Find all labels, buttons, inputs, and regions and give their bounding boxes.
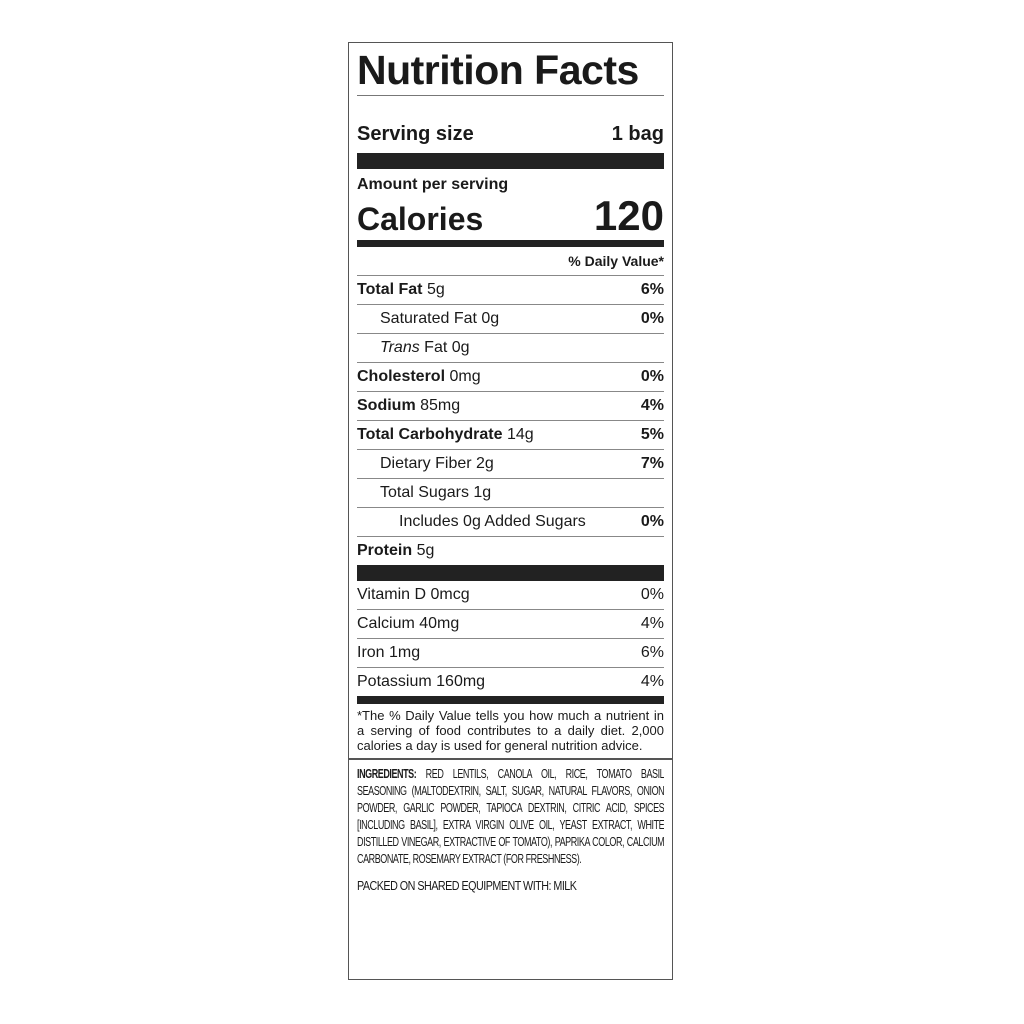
nutrient-label: Trans [380,339,420,356]
nutrient-row: Saturated Fat 0g 0% [357,305,664,334]
vitamin-name: Vitamin D 0mcg [357,586,470,603]
vitamin-dv: 6% [640,644,664,661]
nutrient-label: Total Sugars [380,484,469,501]
label-title: Nutrition Facts [357,47,639,93]
nutrient-name: Trans Fat 0g [357,339,470,357]
nutrient-amount: 5g [416,542,435,559]
nutrient-name: Dietary Fiber 2g [357,455,494,473]
vitamin-name: Potassium 160mg [357,673,486,690]
nutrient-name: Cholesterol 0mg [357,368,481,386]
medium-divider [357,696,664,704]
nutrient-label: Saturated Fat [380,310,477,327]
vitamin-list: Vitamin D 0mcg 0% Calcium 40mg 4% Iron 1mg 6%… [357,581,664,696]
thick-divider [357,565,664,581]
nutrient-label: Dietary Fiber [380,455,472,472]
nutrient-amount: 1g [473,484,492,501]
nutrient-amount: 0mg [449,368,481,385]
nutrient-label: Total Carbohydrate [357,426,503,443]
nutrient-row: Dietary Fiber 2g 7% [357,450,664,479]
ingredients-text: RED LENTILS, CANOLA OIL, RICE, TOMATO BA… [357,766,664,866]
nutrient-row: Sodium 85mg 4% [357,392,664,421]
vitamin-dv: 4% [640,673,664,690]
thick-divider [357,153,664,169]
nutrient-amount: 85mg [420,397,461,414]
vitamin-dv: 4% [640,615,664,632]
nutrient-amount: 14g [506,426,534,443]
nutrient-row: Total Carbohydrate 14g 5% [357,421,664,450]
nutrient-dv: 4% [640,397,664,414]
nutrient-name: Total Carbohydrate 14g [357,426,534,444]
nutrient-dv: 0% [640,310,664,327]
vitamin-dv: 0% [640,586,664,603]
nutrient-amount: 0g [481,310,500,327]
divider [357,95,664,96]
nutrient-amount: 0g [451,339,470,356]
vitamin-row: Potassium 160mg 4% [357,668,664,696]
nutrient-amount: 5g [426,281,445,298]
calories-label: Calories [357,201,484,237]
nutrient-label: Protein [357,542,413,559]
nutrient-label: Includes 0g Added Sugars [399,513,586,530]
medium-divider [357,240,664,247]
nutrient-list: Total Fat 5g 6% Saturated Fat 0g 0% Trans Fa… [357,276,664,565]
allergen-statement: PACKED ON SHARED EQUIPMENT WITH: MILK [357,878,577,893]
nutrition-facts-label: Nutrition Facts Serving size 1 bag Amoun… [348,42,673,980]
nutrient-name: Total Fat 5g [357,281,445,299]
nutrient-dv: 0% [640,368,664,385]
nutrient-row: Total Fat 5g 6% [357,276,664,305]
calories-value: 120 [593,192,664,239]
nutrient-label-rest: Fat [424,339,448,356]
nutrient-row: Trans Fat 0g [357,334,664,363]
nutrient-dv: 6% [640,281,664,298]
nutrient-name: Saturated Fat 0g [357,310,499,328]
serving-size-row: Serving size 1 bag [357,122,664,146]
vitamin-name: Iron 1mg [357,644,421,661]
vitamin-row: Vitamin D 0mcg 0% [357,581,664,610]
nutrient-row: Total Sugars 1g [357,479,664,508]
nutrient-name: Sodium 85mg [357,397,460,415]
daily-value-header: % Daily Value* [357,247,664,276]
vitamin-name: Calcium 40mg [357,615,460,632]
calories-row: Calories 120 [357,194,664,238]
nutrient-row: Includes 0g Added Sugars 0% [357,508,664,537]
nutrient-dv: 7% [640,455,664,472]
nutrient-label: Cholesterol [357,368,446,385]
nutrient-row: Cholesterol 0mg 0% [357,363,664,392]
nutrient-name: Total Sugars 1g [357,484,491,502]
footnote: *The % Daily Value tells you how much a … [357,708,664,753]
ingredients-label: INGREDIENTS: [357,766,417,781]
serving-size-value: 1 bag [611,123,664,145]
nutrient-name: Protein 5g [357,542,434,560]
nutrient-amount: 2g [476,455,494,472]
amount-per-serving: Amount per serving [357,176,509,193]
nutrient-row: Protein 5g [357,537,664,565]
nutrient-dv: 0% [640,513,664,530]
nutrient-label: Total Fat [357,281,423,298]
vitamin-row: Iron 1mg 6% [357,639,664,668]
ingredients: INGREDIENTS: RED LENTILS, CANOLA OIL, RI… [357,766,664,868]
section-divider [349,758,672,760]
vitamin-row: Calcium 40mg 4% [357,610,664,639]
nutrient-dv: 5% [640,426,664,443]
serving-size-label: Serving size [357,123,474,145]
nutrient-label: Sodium [357,397,416,414]
nutrient-name: Includes 0g Added Sugars [357,513,586,531]
